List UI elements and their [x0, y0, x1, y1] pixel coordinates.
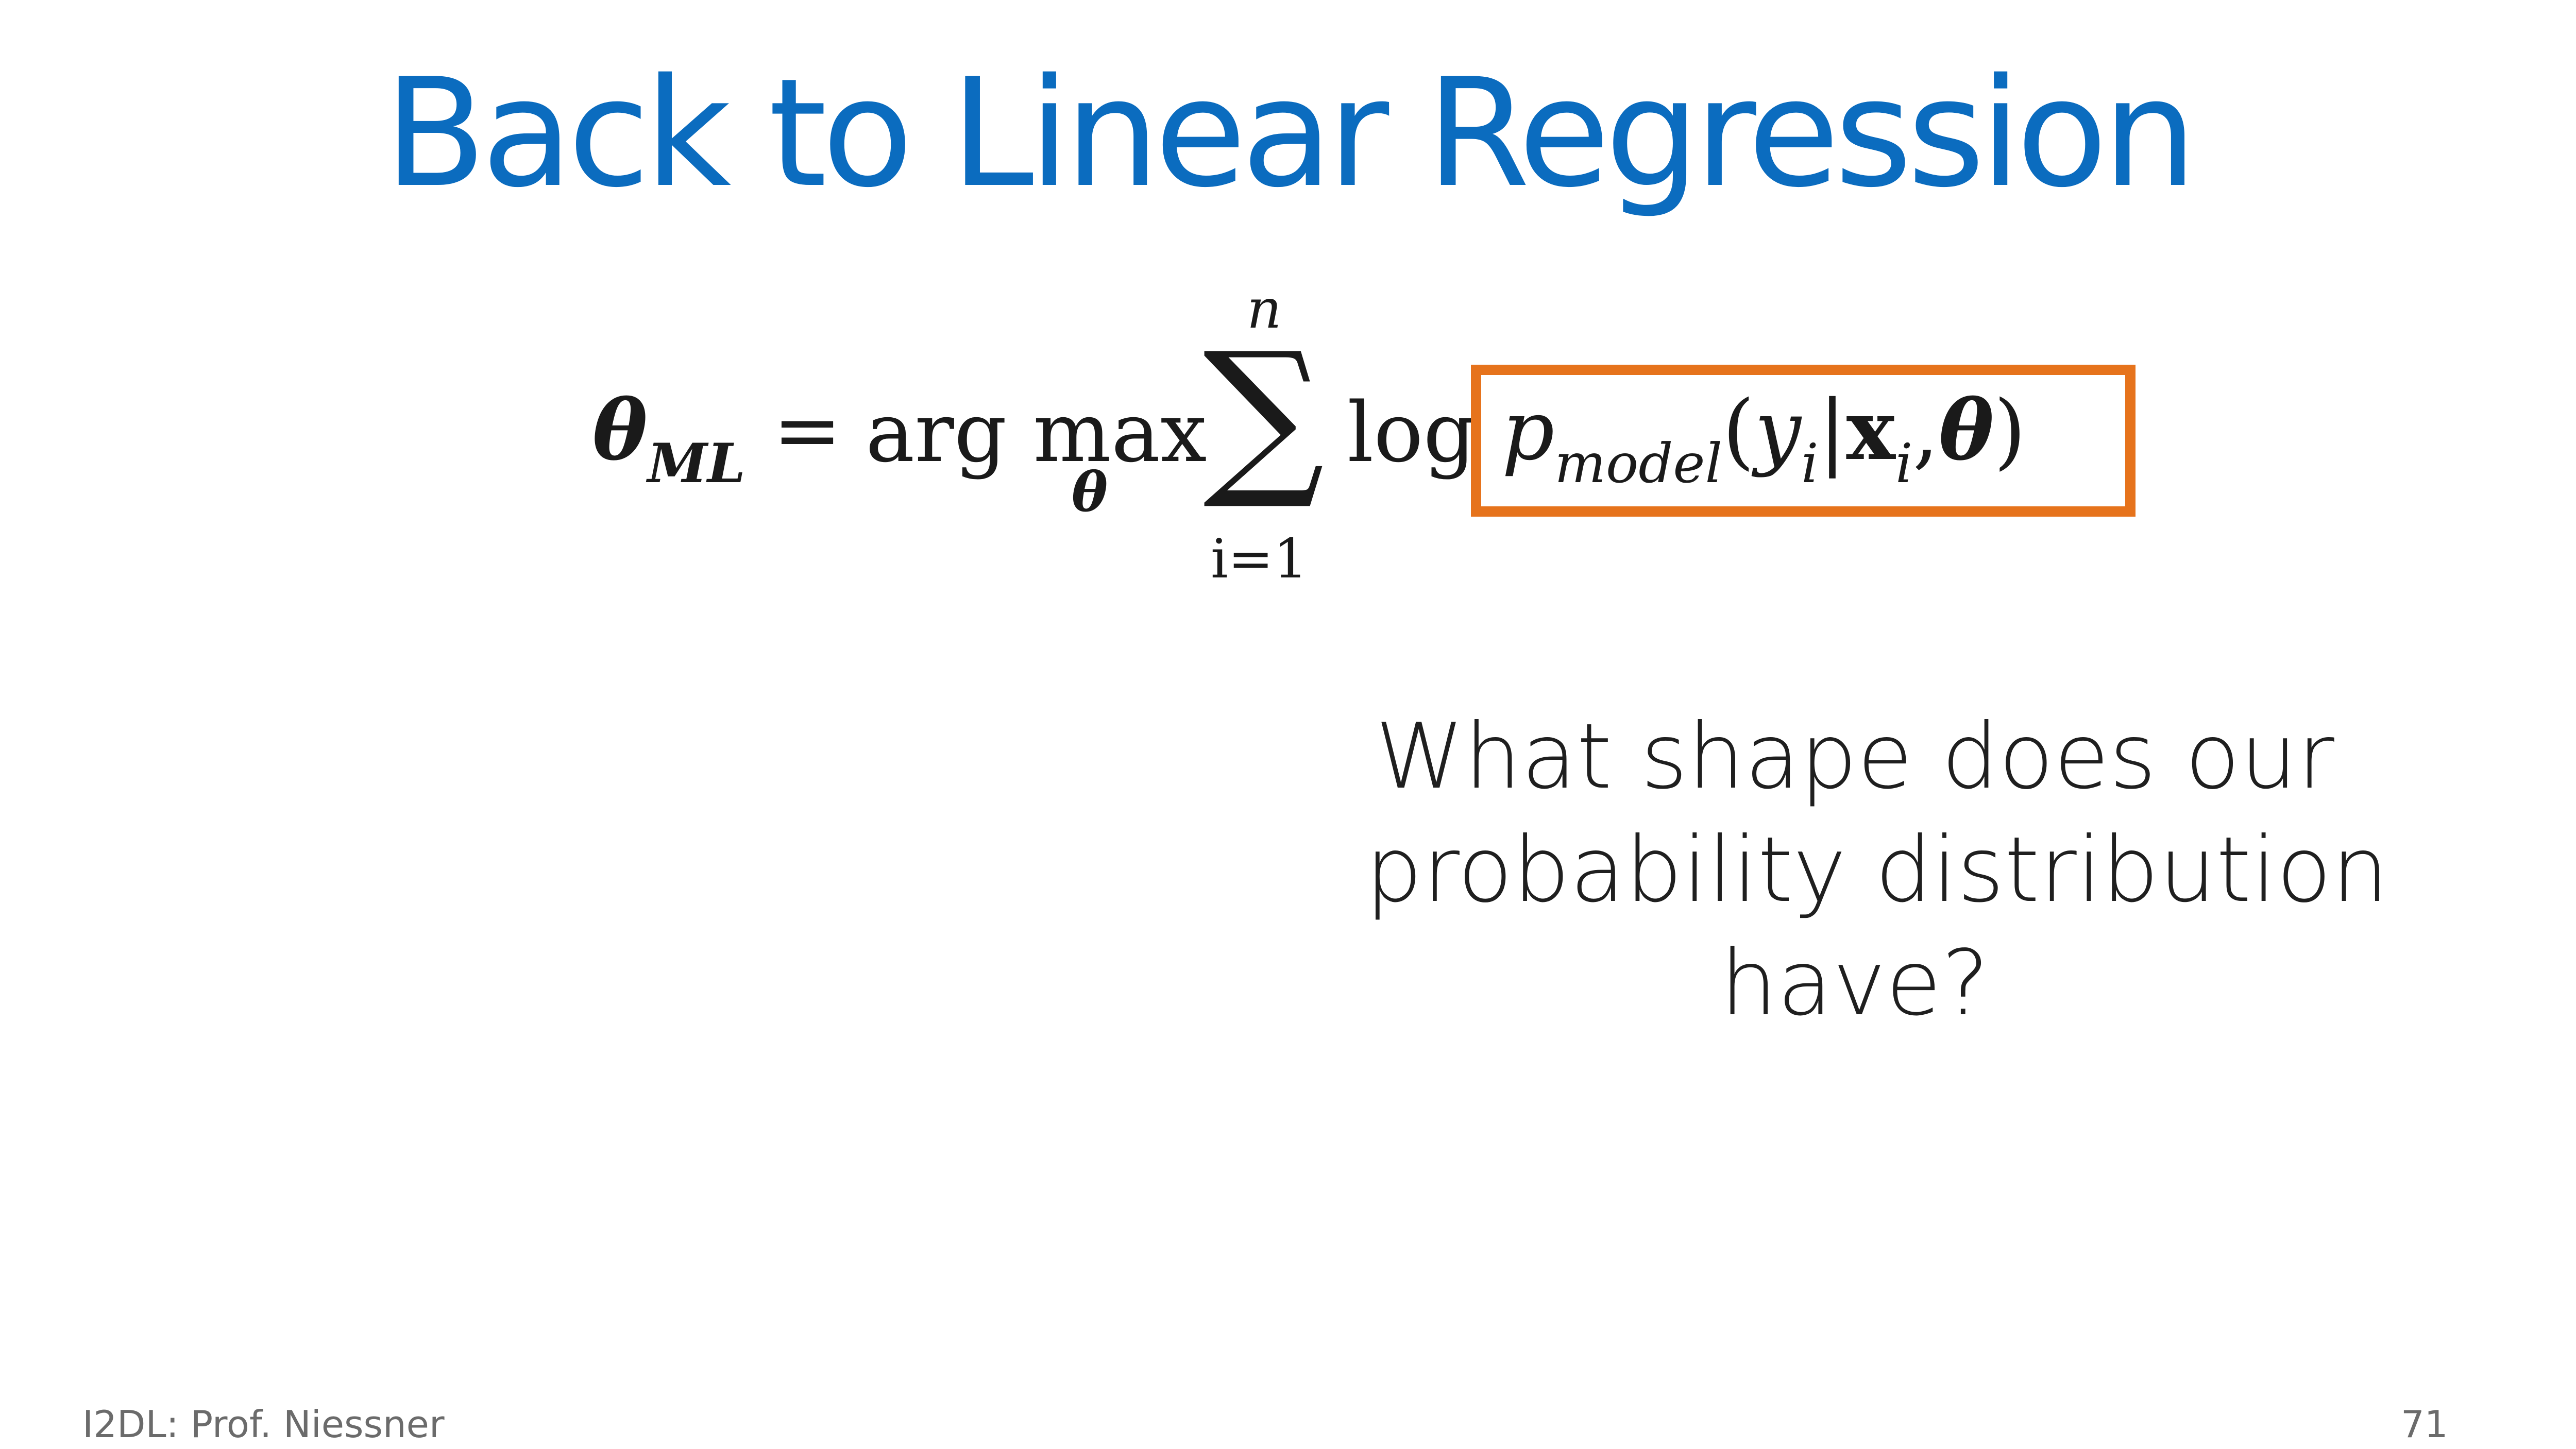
- x-subscript: i: [1895, 432, 1913, 495]
- given-bar: |: [1818, 382, 1846, 479]
- model-likelihood: pmodel(yi|xi,θ): [1502, 379, 2026, 515]
- x-symbol: x: [1846, 382, 1895, 479]
- question-line-3: have?: [1720, 931, 1990, 1036]
- question-line-1: What shape does our: [1375, 705, 2334, 809]
- boxed-theta: θ: [1939, 382, 1994, 479]
- p-symbol: p: [1502, 382, 1555, 479]
- y-subscript: i: [1801, 432, 1819, 495]
- theta-symbol: θ: [592, 382, 648, 479]
- ml-subscript: ML: [647, 431, 745, 495]
- argmax-theta: θ: [1072, 460, 1108, 524]
- sum-lower-limit: i=1: [1211, 527, 1308, 590]
- sum-upper-limit: n: [1247, 278, 1282, 340]
- close-paren: ): [1994, 382, 2026, 479]
- open-paren: (: [1722, 382, 1755, 479]
- footer-course: I2DL: Prof. Niessner: [82, 1403, 445, 1446]
- model-subscript: model: [1554, 432, 1723, 495]
- question-text: What shape does our probability distribu…: [1365, 701, 2389, 1041]
- argmax-operator: arg max: [866, 384, 1207, 481]
- page-number: 71: [2401, 1403, 2448, 1446]
- log-operator: log: [1347, 384, 1476, 481]
- y-symbol: y: [1754, 382, 1801, 479]
- theta-ml: θML: [592, 379, 745, 515]
- highlight-box: [1471, 365, 2136, 517]
- comma: ,: [1912, 382, 1939, 479]
- question-line-2: probability distribution: [1365, 818, 2389, 923]
- sum-symbol: ∑: [1203, 316, 1325, 514]
- slide-title: Back to Linear Regression: [384, 47, 2197, 220]
- equals-sign: =: [773, 382, 842, 478]
